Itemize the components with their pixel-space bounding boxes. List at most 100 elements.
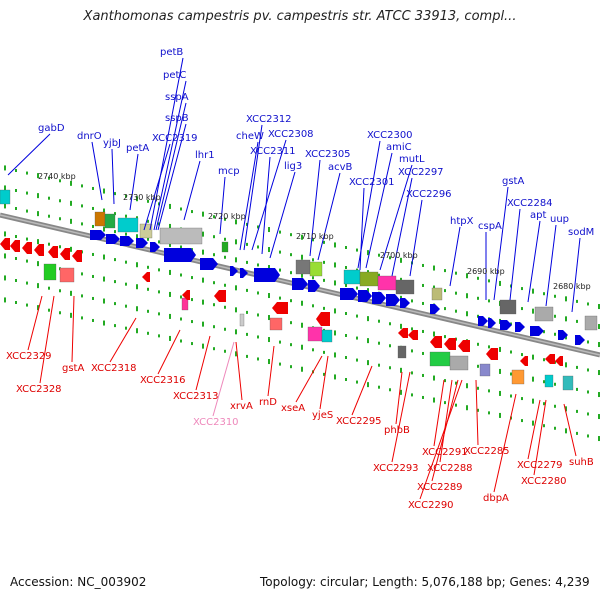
gene-label[interactable]: XCC2279	[517, 460, 563, 471]
track-tick	[323, 372, 325, 376]
gene-label[interactable]: mutL	[399, 154, 425, 165]
gene-label[interactable]: XCC2285	[464, 446, 510, 457]
track-tick	[125, 214, 127, 218]
track-tick	[268, 265, 270, 271]
gene-label[interactable]: htpX	[450, 216, 474, 227]
gene-label[interactable]: XCC2312	[246, 114, 292, 125]
gene-label[interactable]: sspB	[165, 113, 189, 124]
track-tick	[125, 304, 127, 308]
gene-label[interactable]: XCC2318	[91, 363, 137, 374]
gene-label-highlighted[interactable]: XCC2310	[193, 417, 239, 428]
gene-label[interactable]: suhB	[569, 457, 594, 468]
gene-label[interactable]: dbpA	[483, 493, 509, 504]
gene-label[interactable]: rnD	[259, 397, 277, 408]
gene-label[interactable]: XCC2329	[6, 351, 52, 362]
gene-label[interactable]: gstA	[502, 176, 524, 187]
track-tick	[411, 371, 413, 375]
track-tick	[521, 307, 523, 311]
gene-label[interactable]: XCC2328	[16, 384, 62, 395]
tick-label: 2730 kbp	[123, 193, 161, 202]
track-tick	[279, 268, 281, 272]
leader-line	[267, 345, 275, 397]
track-tick	[422, 373, 424, 377]
feature-box	[429, 351, 451, 367]
track-tick	[59, 199, 61, 203]
track-tick	[400, 323, 402, 329]
forward-gene-arrow	[292, 278, 308, 290]
gene-label[interactable]: XCC2295	[336, 416, 382, 427]
track-tick	[169, 335, 171, 341]
gene-label[interactable]: gstA	[62, 363, 84, 374]
gene-label[interactable]: XCC2288	[427, 463, 473, 474]
feature-box	[584, 315, 598, 331]
track-tick	[37, 305, 39, 311]
gene-label[interactable]: XCC2301	[349, 177, 395, 188]
gene-label[interactable]: XCC2293	[373, 463, 419, 474]
track-tick	[334, 352, 336, 358]
gene-label[interactable]: petC	[163, 70, 186, 81]
feature-track	[0, 189, 598, 391]
track-tick	[389, 344, 391, 348]
track-tick	[202, 249, 204, 255]
gene-label[interactable]: cheW	[236, 131, 264, 142]
gene-label[interactable]: XCC2280	[521, 476, 567, 487]
gene-label[interactable]: sspA	[165, 92, 189, 103]
track-tick	[422, 283, 424, 287]
gene-label[interactable]: apt	[530, 210, 546, 221]
track-tick	[367, 338, 369, 344]
gene-label[interactable]: lig3	[284, 161, 302, 172]
track-tick	[26, 303, 28, 307]
track-tick	[367, 360, 369, 366]
gene-label[interactable]: XCC2300	[367, 130, 413, 141]
gene-label[interactable]: XCC2291	[422, 447, 468, 458]
gene-label[interactable]: XCC2296	[406, 189, 452, 200]
track-tick	[444, 379, 446, 383]
gene-label[interactable]: XCC2305	[305, 149, 351, 160]
reverse-gene-arrow	[486, 348, 498, 360]
leader-line	[439, 379, 453, 463]
reverse-gene-arrow	[48, 246, 58, 258]
gene-label[interactable]: yjbJ	[103, 138, 121, 149]
gene-label[interactable]: cspA	[478, 221, 502, 232]
gene-label[interactable]: gabD	[38, 123, 65, 134]
track-tick	[389, 322, 391, 326]
gene-label[interactable]: XCC2319	[152, 133, 198, 144]
gene-label[interactable]: xseA	[281, 403, 305, 414]
forward-gene-arrow	[400, 298, 410, 308]
gene-label[interactable]: XCC2290	[408, 500, 454, 511]
gene-label[interactable]: XCC2313	[173, 391, 219, 402]
gene-label[interactable]: xrvA	[230, 401, 253, 412]
gene-label[interactable]: uup	[550, 214, 569, 225]
track-tick	[37, 261, 39, 267]
gene-label[interactable]: phbB	[384, 425, 410, 436]
forward-gene-arrow	[500, 320, 512, 330]
track-tick	[510, 394, 512, 398]
gene-label[interactable]: XCC2316	[140, 375, 186, 386]
track-tick	[191, 342, 193, 346]
gene-label[interactable]: XCC2308	[268, 129, 314, 140]
track-tick	[180, 317, 182, 321]
gene-label[interactable]: XCC2297	[398, 167, 444, 178]
track-tick	[268, 359, 270, 365]
gene-label[interactable]: lhr1	[195, 150, 215, 161]
gene-label[interactable]: petA	[126, 143, 149, 154]
forward-gene-arrow	[488, 318, 496, 328]
track-tick	[81, 184, 83, 188]
gene-label[interactable]: petB	[160, 47, 183, 58]
gene-label[interactable]: sodM	[568, 227, 594, 238]
gene-label[interactable]: mcp	[218, 166, 240, 177]
gene-label[interactable]: XCC2284	[507, 198, 553, 209]
gene-label[interactable]: amiC	[386, 142, 412, 153]
leader-line	[391, 177, 413, 277]
leader-line	[365, 152, 393, 269]
gene-label[interactable]: XCC2311	[250, 146, 296, 157]
feature-box	[544, 374, 554, 388]
gene-label[interactable]: dnrO	[77, 131, 102, 142]
track-tick	[103, 320, 105, 326]
feature-box	[43, 263, 57, 281]
gene-label[interactable]: yjeS	[312, 410, 333, 421]
track-tick	[180, 295, 182, 299]
gene-label[interactable]: XCC2289	[417, 482, 463, 493]
gene-label[interactable]: acvB	[328, 162, 353, 173]
